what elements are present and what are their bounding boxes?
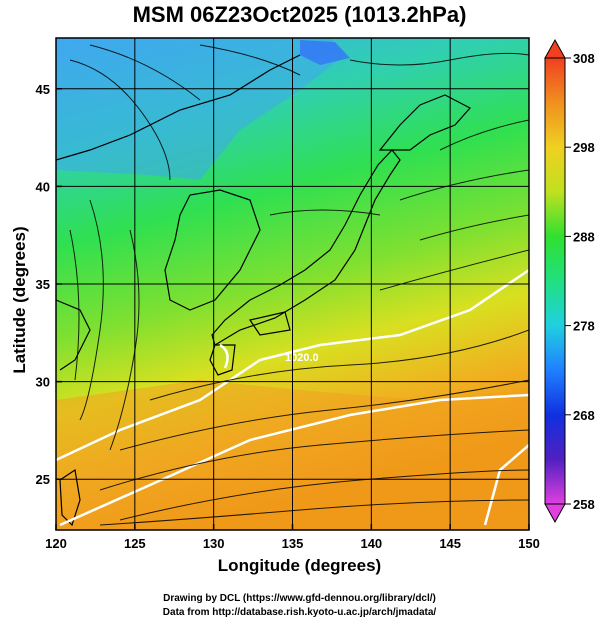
y-axis: 25 30 35 40 45 — [36, 82, 62, 487]
x-tick-label: 140 — [360, 536, 382, 551]
streamline — [69, 229, 80, 381]
credit-data: Data from http://database.rish.kyoto-u.a… — [162, 607, 437, 618]
x-tick-label: 130 — [203, 536, 225, 551]
pressure-contour-kyushu — [219, 343, 229, 369]
streamline — [89, 44, 201, 101]
pressure-contour-southeast — [483, 444, 529, 526]
map-title: MSM 06Z23Oct2025 (1013.2hPa) — [132, 2, 467, 27]
streamline — [119, 379, 529, 451]
coastlines — [56, 54, 471, 527]
streamline — [99, 429, 529, 491]
coastline-korea — [164, 189, 261, 311]
y-tick-label: 25 — [36, 472, 50, 487]
y-tick-label: 30 — [36, 375, 50, 390]
coastline-china-east — [56, 299, 91, 371]
x-axis-label: Longitude (degrees) — [217, 556, 382, 575]
credits: Drawing by DCL (https://www.gfd-dennou.o… — [0, 592, 599, 620]
colorbar-tick-label: 288 — [573, 229, 595, 244]
streamline — [99, 499, 529, 526]
pressure-contour-1020 — [56, 268, 529, 462]
streamline — [149, 329, 529, 401]
y-tick-label: 40 — [36, 179, 50, 194]
streamline — [439, 119, 529, 151]
cold-core — [300, 40, 350, 65]
x-tick-label: 125 — [124, 536, 146, 551]
y-tick-label: 35 — [36, 277, 50, 292]
x-tick-label: 145 — [439, 536, 461, 551]
streamline — [269, 209, 381, 216]
streamline — [419, 214, 529, 241]
coastline-continent — [56, 54, 301, 161]
streamline — [119, 469, 529, 521]
colorbar-ticks: 258 268 278 288 298 308 — [565, 51, 595, 512]
colorbar-lower-arrow — [544, 503, 566, 524]
coastline-taiwan — [59, 468, 81, 527]
cold-region-north — [56, 38, 345, 180]
y-tick-label: 45 — [36, 82, 50, 97]
colorbar-tick-label: 258 — [573, 497, 595, 512]
y-axis-label: Latitude (degrees) — [10, 226, 29, 374]
colorbar-ramp — [544, 57, 566, 505]
plot-area: 1020.0 — [56, 38, 529, 530]
streamline — [79, 199, 104, 421]
credit-drawing: Drawing by DCL (https://www.gfd-dennou.o… — [163, 593, 436, 604]
streamline — [399, 169, 529, 201]
x-tick-label: 150 — [518, 536, 540, 551]
colorbar-upper-arrow — [544, 38, 566, 59]
x-tick-label: 135 — [282, 536, 304, 551]
streamline — [199, 44, 301, 76]
colorbar-tick-label: 308 — [573, 51, 595, 66]
contour-label: 1020.0 — [285, 352, 319, 364]
colorbar: 258 268 278 288 298 308 — [544, 38, 595, 524]
coastline-shikoku — [249, 311, 291, 336]
colorbar-tick-label: 268 — [573, 408, 595, 423]
x-tick-label: 120 — [45, 536, 67, 551]
streamline — [379, 249, 529, 291]
colorbar-tick-label: 278 — [573, 319, 595, 334]
coastline-hokkaido — [378, 94, 471, 151]
x-axis: 120 125 130 135 140 145 150 — [45, 524, 540, 551]
coastline-kyushu — [209, 344, 236, 376]
coordinate-grid — [56, 38, 529, 530]
colorbar-tick-label: 298 — [573, 140, 595, 155]
streamline — [69, 59, 171, 181]
